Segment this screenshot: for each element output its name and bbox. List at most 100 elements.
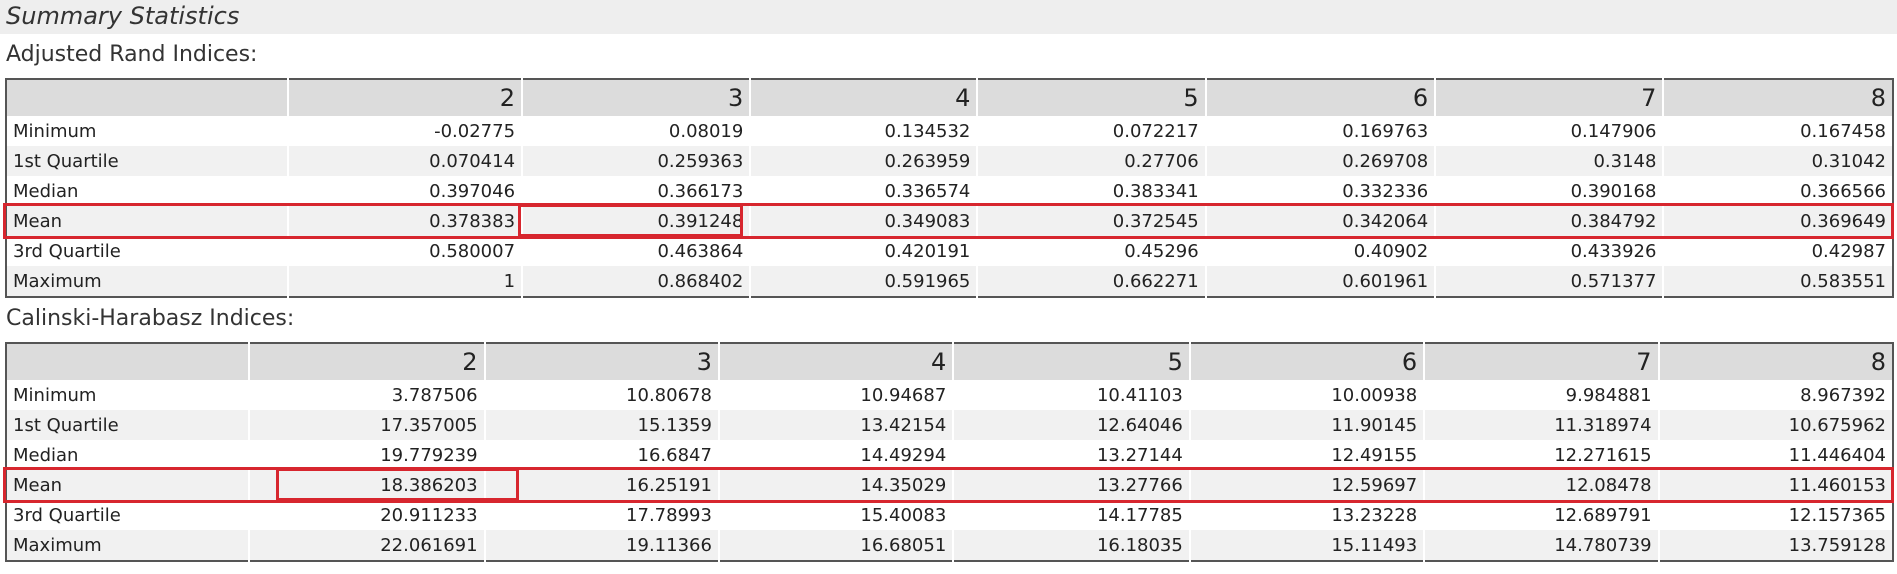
table-cell: 22.061691 <box>248 530 485 561</box>
table-cell: 0.662271 <box>976 266 1206 297</box>
table-cell: 0.580007 <box>286 236 523 266</box>
table-cell: 0.169763 <box>1204 116 1436 146</box>
table-cell: 0.601961 <box>1204 266 1436 297</box>
table-cell: 11.318974 <box>1423 410 1659 440</box>
table-cell: 13.23228 <box>1188 500 1425 530</box>
table-cell: 3.787506 <box>248 380 485 410</box>
table-cell: 0.591965 <box>749 266 978 297</box>
column-header[interactable]: 2 <box>286 79 523 116</box>
table-cell: 0.263959 <box>749 146 978 176</box>
table-row: Mean 0.378383 0.391248 0.349083 0.372545 0.34… <box>6 206 1893 236</box>
table-cell: 14.35029 <box>717 470 954 500</box>
table-cell: 12.271615 <box>1423 440 1659 470</box>
table-cell: 14.780739 <box>1423 530 1659 561</box>
table-cell: 19.779239 <box>248 440 485 470</box>
table-cell: 0.868402 <box>521 266 751 297</box>
row-label: Mean <box>6 206 288 236</box>
table-cell: 19.11366 <box>483 530 719 561</box>
column-header[interactable]: 2 <box>248 343 485 380</box>
column-header[interactable]: 6 <box>1204 79 1436 116</box>
table-cell: 0.342064 <box>1204 206 1436 236</box>
table-cell: 14.17785 <box>952 500 1190 530</box>
column-header[interactable]: 4 <box>717 343 954 380</box>
table-cell: 0.397046 <box>286 176 523 206</box>
row-label: Maximum <box>6 266 288 297</box>
table-cell: 11.460153 <box>1657 470 1893 500</box>
table-cell: 16.18035 <box>952 530 1190 561</box>
table-cell: 0.383341 <box>976 176 1206 206</box>
table-row: Median 19.779239 16.6847 14.49294 13.27144 12… <box>6 440 1893 470</box>
column-header[interactable]: 7 <box>1434 79 1664 116</box>
table-cell: 16.25191 <box>483 470 719 500</box>
row-label: Median <box>13 444 79 466</box>
table-cell: 16.6847 <box>483 440 719 470</box>
table-cell: 0.433926 <box>1434 236 1664 266</box>
calinski-harabasz-table: 2 3 4 5 6 7 8 Minimum 3.787506 10.80678 10.… <box>5 342 1894 562</box>
table-cell: 10.41103 <box>952 380 1190 410</box>
row-label: Minimum <box>13 120 97 142</box>
table-cell: 12.59697 <box>1188 470 1425 500</box>
table-cell: 0.391248 <box>521 206 751 236</box>
table-cell: 13.759128 <box>1657 530 1893 561</box>
corner-cell <box>6 343 250 380</box>
table-cell: 0.3148 <box>1434 146 1664 176</box>
row-label: 3rd Quartile <box>13 240 121 262</box>
table-cell: 8.967392 <box>1657 380 1893 410</box>
row-label: Mean <box>6 470 250 500</box>
table-row: Maximum 22.061691 19.11366 16.68051 16.18035… <box>6 530 1893 561</box>
row-label: Maximum <box>6 530 250 561</box>
table-row: 3rd Quartile 0.580007 0.463864 0.420191 0.45… <box>6 236 1893 266</box>
table-cell: 0.08019 <box>521 116 751 146</box>
table-cell: 0.336574 <box>749 176 978 206</box>
column-header[interactable]: 5 <box>952 343 1190 380</box>
column-header[interactable]: 8 <box>1657 343 1893 380</box>
column-header[interactable]: 4 <box>749 79 978 116</box>
table-row: 1st Quartile 17.357005 15.1359 13.42154 12.6… <box>6 410 1893 440</box>
table-cell: 0.349083 <box>749 206 978 236</box>
table-row: Maximum 1 0.868402 0.591965 0.662271 0.601961… <box>6 266 1893 297</box>
corner-cell <box>6 79 288 116</box>
row-label: 1st Quartile <box>6 410 250 440</box>
summary-header: Summary Statistics <box>0 0 1897 34</box>
column-header[interactable]: 3 <box>521 79 751 116</box>
table-cell: 12.08478 <box>1423 470 1659 500</box>
table-cell: 0.27706 <box>976 146 1206 176</box>
table-header-row: 2 3 4 5 6 7 8 <box>6 79 1893 116</box>
table-header-row: 2 3 4 5 6 7 8 <box>6 343 1893 380</box>
column-header[interactable]: 8 <box>1662 79 1893 116</box>
table-cell: 0.40902 <box>1204 236 1436 266</box>
table-cell: 0.390168 <box>1434 176 1664 206</box>
table-cell: 15.40083 <box>717 500 954 530</box>
table-cell: 14.49294 <box>717 440 954 470</box>
table-cell: 0.369649 <box>1662 206 1893 236</box>
table-cell: 17.357005 <box>248 410 485 440</box>
table-cell: 10.94687 <box>717 380 954 410</box>
table-cell: 15.11493 <box>1188 530 1425 561</box>
table-cell: 12.157365 <box>1657 500 1893 530</box>
column-header[interactable]: 7 <box>1423 343 1659 380</box>
table-cell: 11.90145 <box>1188 410 1425 440</box>
column-header[interactable]: 5 <box>976 79 1206 116</box>
table-cell: 0.332336 <box>1204 176 1436 206</box>
table-row: 3rd Quartile 20.911233 17.78993 15.40083 14.… <box>6 500 1893 530</box>
table-cell: 15.1359 <box>483 410 719 440</box>
table-cell: 20.911233 <box>248 500 485 530</box>
table-cell: 0.372545 <box>976 206 1206 236</box>
column-header[interactable]: 6 <box>1188 343 1425 380</box>
summary-title: Summary Statistics <box>6 2 240 30</box>
table-cell: 16.68051 <box>717 530 954 561</box>
table-cell: 0.167458 <box>1662 116 1893 146</box>
table-cell: 13.27144 <box>952 440 1190 470</box>
table-cell: 0.31042 <box>1662 146 1893 176</box>
table-cell: 0.147906 <box>1434 116 1664 146</box>
table-cell: 9.984881 <box>1423 380 1659 410</box>
table-cell: 0.463864 <box>521 236 751 266</box>
row-label: Minimum <box>13 384 97 406</box>
table-row: 1st Quartile 0.070414 0.259363 0.263959 0.27… <box>6 146 1893 176</box>
table-cell: 0.45296 <box>976 236 1206 266</box>
table-row: Mean 18.386203 16.25191 14.35029 13.27766 12.… <box>6 470 1893 500</box>
row-label: 1st Quartile <box>6 146 288 176</box>
column-header[interactable]: 3 <box>483 343 719 380</box>
adjusted-rand-label: Adjusted Rand Indices: <box>6 42 258 67</box>
table-cell: 18.386203 <box>248 470 485 500</box>
